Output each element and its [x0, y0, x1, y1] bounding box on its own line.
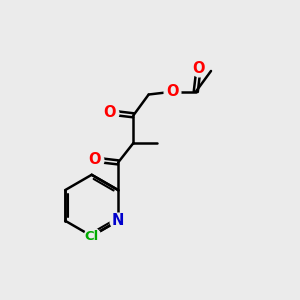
Text: O: O	[103, 105, 116, 120]
Text: O: O	[88, 152, 101, 167]
Text: Cl: Cl	[85, 230, 99, 242]
Text: N: N	[112, 213, 124, 228]
Text: O: O	[166, 84, 178, 99]
Text: O: O	[192, 61, 205, 76]
